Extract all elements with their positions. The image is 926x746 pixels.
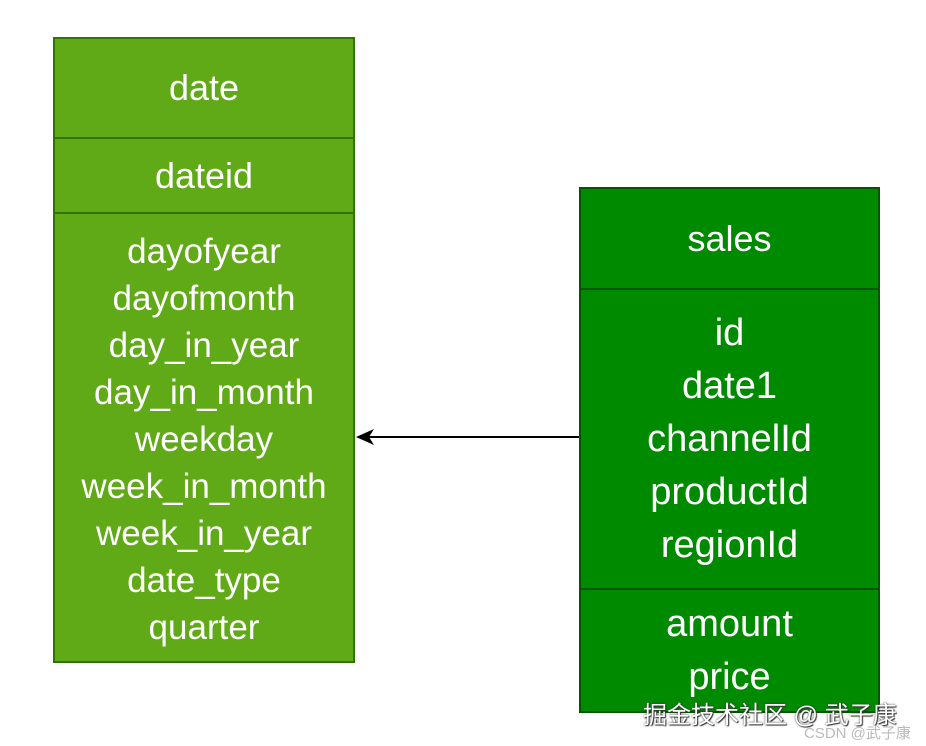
- key-field: id: [714, 311, 745, 354]
- watermark-csdn: CSDN @武子康: [804, 725, 911, 742]
- key-section: dateid: [55, 139, 353, 214]
- field: weekday: [134, 420, 274, 459]
- entity-title: date: [55, 39, 353, 139]
- fields-section: amount price: [581, 590, 878, 711]
- key-field: productId: [650, 470, 809, 513]
- key-field: dateid: [154, 154, 254, 196]
- key-field: date1: [681, 364, 778, 407]
- fields-section: dayofyear dayofmonth day_in_year day_in_…: [55, 214, 353, 661]
- field: amount: [666, 603, 793, 645]
- field: quarter: [148, 608, 260, 647]
- key-field: channelId: [647, 417, 812, 460]
- field: day_in_year: [108, 326, 300, 365]
- watermark: 掘金技术社区 @ 武子康: [643, 702, 897, 729]
- date-entity: date dateid dayofyear dayofmonth day_in_…: [53, 37, 355, 663]
- field: price: [688, 656, 771, 698]
- sales-entity: sales id date1 channelId productId regio…: [579, 187, 880, 713]
- field: week_in_month: [81, 467, 327, 506]
- arrowhead-icon: [356, 429, 374, 445]
- entity-title: sales: [581, 189, 878, 290]
- key-field: regionId: [660, 523, 799, 566]
- field: dayofyear: [127, 232, 281, 271]
- field: week_in_year: [96, 514, 312, 553]
- field: dayofmonth: [112, 279, 296, 318]
- key-section: id date1 channelId productId regionId: [581, 290, 878, 590]
- field: day_in_month: [94, 373, 314, 412]
- field: date_type: [127, 561, 281, 600]
